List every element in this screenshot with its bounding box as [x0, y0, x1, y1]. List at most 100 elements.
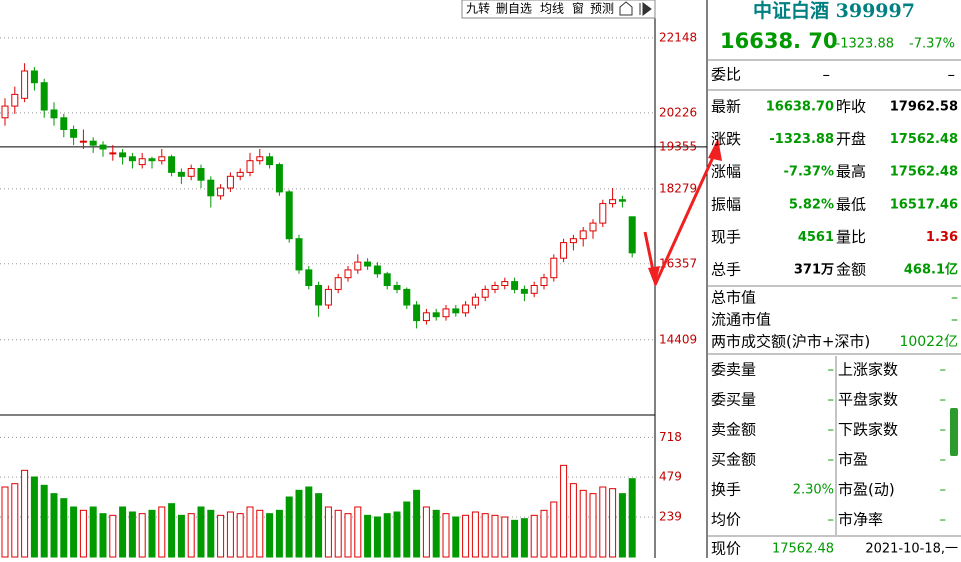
volume-bar: [511, 519, 519, 558]
label: 下跌家数: [838, 421, 898, 439]
volume-bar: [315, 493, 323, 558]
volume-bar: [21, 469, 29, 558]
label: 现手: [711, 228, 741, 246]
candle-body: [11, 93, 19, 107]
value: –: [951, 290, 958, 306]
candle-body: [187, 167, 195, 177]
candle-body: [226, 175, 234, 189]
volume-bar: [599, 486, 607, 558]
candle-body: [40, 82, 48, 111]
label: 金额: [836, 261, 866, 279]
value: –: [828, 513, 835, 528]
home-icon[interactable]: [619, 1, 633, 16]
candle-body: [158, 156, 166, 162]
candle-body: [618, 199, 626, 202]
tool-button[interactable]: 删自选: [496, 2, 532, 16]
candle-body: [266, 156, 274, 166]
value: 17562.48: [890, 165, 958, 180]
candle-body: [177, 171, 185, 177]
tool-button[interactable]: 预测: [590, 2, 614, 16]
volume-bar: [197, 506, 205, 558]
value: –: [828, 363, 835, 378]
tool-button[interactable]: 九转: [466, 1, 490, 16]
candle-body: [324, 288, 332, 306]
label: 均价: [711, 511, 741, 529]
value: –: [940, 363, 947, 378]
candle-body: [432, 312, 440, 318]
toolbar-frame: [461, 0, 656, 19]
candle-body: [197, 167, 205, 181]
volume-bar: [40, 484, 48, 558]
value: 16517.46: [890, 197, 958, 212]
candle-body: [275, 164, 283, 193]
scrollbar[interactable]: [950, 408, 958, 456]
label: 开盘: [836, 130, 866, 148]
candle-body: [501, 281, 509, 287]
candle-body: [207, 179, 215, 197]
value: 17962.58: [890, 100, 958, 115]
volume-bar: [530, 514, 538, 558]
label: 最高: [836, 163, 866, 181]
volume-bar: [471, 511, 479, 558]
candle-body: [609, 199, 617, 205]
candle-body: [422, 312, 430, 322]
volume-bar: [628, 478, 636, 558]
vol-tick-label: 479: [659, 470, 682, 484]
volume-bar: [70, 506, 78, 558]
volume-bar: [589, 493, 597, 558]
security-name: 中证白酒 399997: [753, 0, 915, 22]
candle-body: [334, 277, 342, 290]
candle-body: [315, 285, 323, 306]
volume-bar: [266, 513, 274, 558]
volume-bar: [452, 516, 460, 558]
candle-body: [79, 140, 87, 143]
volume-bar: [364, 514, 372, 558]
volume-bar: [285, 496, 293, 558]
candle-body: [138, 158, 146, 166]
label: 市盈: [838, 451, 868, 469]
value: –: [940, 393, 947, 408]
candle-body: [217, 187, 225, 197]
tool-button[interactable]: 窗: [572, 2, 584, 16]
volume-bar: [560, 464, 568, 558]
value: –: [828, 453, 835, 468]
quote-header: 中证白酒 399997 16638. 70 -1323.88 -7.37%: [720, 0, 955, 53]
candle-body: [589, 222, 597, 232]
label: 量比: [836, 228, 866, 246]
volume-bar: [246, 506, 254, 558]
tool-button[interactable]: 均线: [540, 2, 564, 16]
candle-body: [560, 242, 568, 259]
play-icon[interactable]: [639, 2, 652, 16]
label: 平盘家数: [838, 391, 898, 409]
candle-body: [452, 308, 460, 314]
volume-bar: [217, 514, 225, 558]
candle-body: [119, 152, 127, 158]
volume-bar: [462, 514, 470, 558]
candle-body: [413, 304, 421, 322]
volume-bar: [324, 506, 332, 558]
arrow-head: [708, 138, 722, 161]
candle-body: [442, 308, 450, 318]
candle-body: [21, 70, 29, 99]
footer-date: 2021-10-18,一: [865, 542, 958, 557]
candle-body: [550, 257, 558, 279]
volume-bar: [550, 501, 558, 558]
annotation-arrow: [653, 154, 716, 286]
volume-bar: [491, 514, 499, 558]
volume-bar: [579, 489, 587, 558]
candle-body: [481, 288, 489, 298]
value: 16638.70: [766, 100, 834, 115]
volume-bar: [295, 489, 303, 558]
volume-bar: [79, 509, 87, 558]
volume-bar: [109, 514, 117, 558]
candle-body: [403, 288, 411, 306]
candle-body: [393, 285, 401, 290]
vol-tick-label: 718: [659, 430, 682, 444]
label: 委买量: [711, 391, 756, 409]
volume-bar: [275, 509, 283, 558]
value: 371万: [794, 263, 834, 278]
last-price: 16638. 70: [720, 29, 838, 53]
label: 总手: [711, 261, 741, 279]
value: –: [940, 513, 947, 528]
candle-body: [344, 269, 352, 279]
